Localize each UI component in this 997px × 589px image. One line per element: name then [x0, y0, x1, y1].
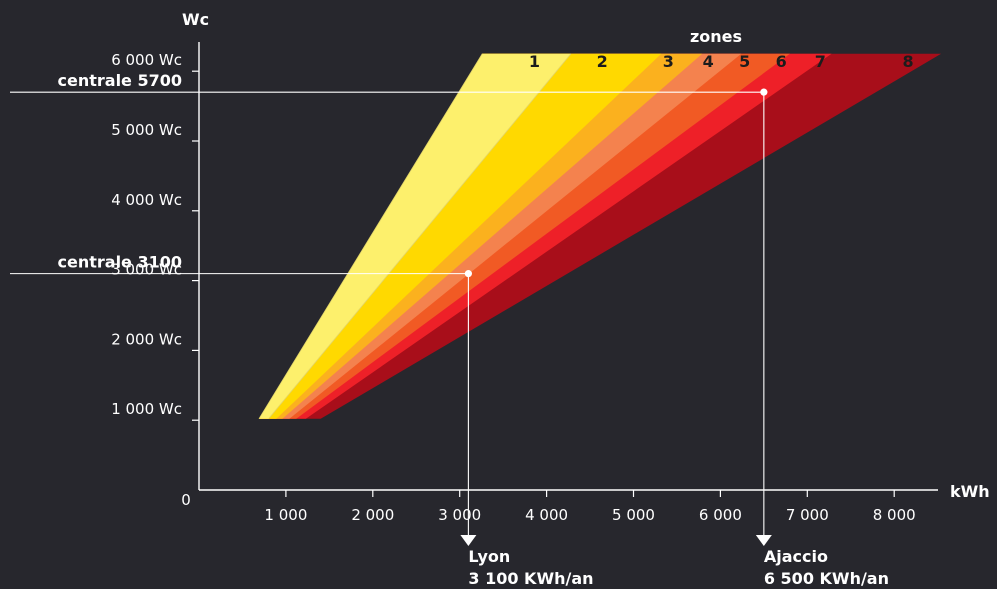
- x-tick-label: 8 000: [873, 506, 916, 524]
- annotation-x-label-city: Lyon: [468, 547, 510, 566]
- y-axis-title: Wc: [182, 10, 209, 29]
- intersection-point: [464, 270, 472, 278]
- annotation-y-label: centrale 5700: [58, 71, 183, 90]
- annotation-x-label-value: 6 500 KWh/an: [764, 569, 889, 588]
- y-tick-label: 1 000 Wc: [111, 400, 182, 418]
- x-tick-label: 3 000: [438, 506, 481, 524]
- zone-label-4: 4: [703, 52, 714, 71]
- zone-labels: 1 2 3 4 5 6 7 8: [529, 52, 914, 71]
- zone-bands: [258, 53, 942, 420]
- zone-label-7: 7: [815, 52, 826, 71]
- zone-label-8: 8: [903, 52, 914, 71]
- zone-band-2: [259, 53, 571, 419]
- tick-marks: 1 000 2 000 3 000 4 000 5 000 6 000 7 000 8 000…: [111, 51, 915, 524]
- arrow-down-icon: [460, 535, 477, 546]
- axes: Wc kWh 0 zones: [181, 10, 989, 509]
- x-tick-label: 5 000: [612, 506, 655, 524]
- annotation-y-label: centrale 3100: [58, 253, 183, 272]
- x-tick-label: 6 000: [699, 506, 742, 524]
- y-tick-label: 6 000 Wc: [111, 51, 182, 69]
- zone-label-1: 1: [529, 52, 540, 71]
- zone-separator-1: [258, 53, 483, 420]
- zone-band-3: [259, 53, 662, 419]
- annotation-x-label-city: Ajaccio: [764, 547, 828, 566]
- zone-label-3: 3: [663, 52, 674, 71]
- annotation-x-label-value: 3 100 KWh/an: [468, 569, 593, 588]
- origin-label: 0: [181, 491, 191, 509]
- x-tick-label: 7 000: [786, 506, 829, 524]
- zone-label-5: 5: [739, 52, 750, 71]
- y-tick-label: 4 000 Wc: [111, 191, 182, 209]
- y-tick-label: 5 000 Wc: [111, 121, 182, 139]
- legend-title: zones: [690, 27, 742, 46]
- x-tick-label: 1 000: [264, 506, 307, 524]
- intersection-point: [760, 88, 768, 96]
- zone-label-6: 6: [776, 52, 787, 71]
- zone-label-2: 2: [597, 52, 608, 71]
- annotations: centrale 5700 Ajaccio 6 500 KWh/an centrale…: [10, 71, 889, 588]
- arrow-down-icon: [755, 535, 772, 546]
- x-axis-title: kWh: [950, 482, 990, 501]
- x-tick-label: 2 000: [351, 506, 394, 524]
- y-tick-label: 2 000 Wc: [111, 330, 182, 348]
- zone-separator-2: [268, 53, 572, 420]
- x-tick-label: 4 000: [525, 506, 568, 524]
